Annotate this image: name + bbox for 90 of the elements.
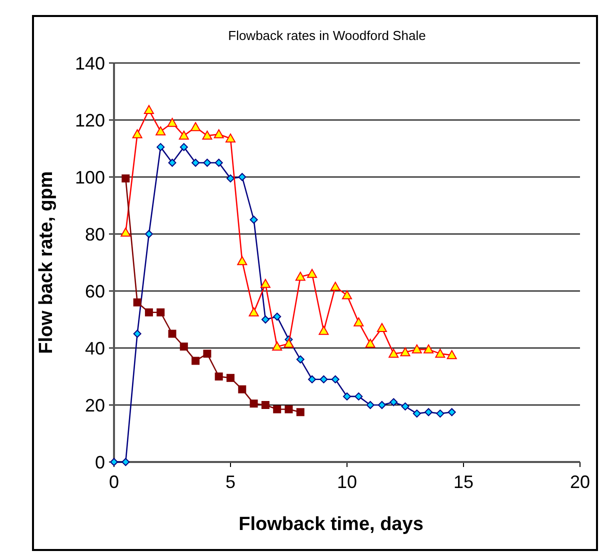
y-tick-label: 120 (74, 110, 105, 130)
y-tick-label: 140 (74, 53, 105, 74)
point (261, 316, 270, 324)
point (318, 326, 329, 335)
point (122, 174, 130, 182)
point (156, 143, 165, 152)
point (424, 344, 434, 354)
point (168, 158, 176, 167)
point (203, 350, 212, 358)
point (202, 130, 212, 140)
point (366, 401, 374, 409)
point (388, 348, 399, 358)
x-tick-label: 20 (570, 472, 590, 492)
point (168, 330, 176, 338)
point (272, 342, 282, 351)
point (320, 375, 328, 384)
point (448, 408, 456, 416)
point (295, 272, 306, 281)
point (296, 408, 304, 416)
point (307, 268, 318, 278)
chart-title: Flowback rates in Woodford Shale (228, 28, 426, 43)
point (401, 402, 410, 410)
point (110, 458, 118, 466)
point (436, 410, 444, 418)
point (214, 372, 223, 380)
point (132, 129, 142, 138)
point (250, 216, 258, 224)
point (214, 129, 224, 138)
point (412, 344, 422, 354)
x-axis-title: Flowback time, days (238, 514, 424, 535)
x-tick-label: 0 (108, 472, 120, 492)
point (424, 408, 433, 416)
point (180, 342, 188, 351)
point (378, 401, 386, 409)
point (308, 375, 316, 384)
point (120, 228, 131, 237)
point (248, 307, 259, 316)
y-axis-title: Flow back rate, gpm (36, 171, 57, 354)
y-tick-label: 0 (94, 452, 105, 472)
point (412, 410, 421, 418)
point (400, 347, 410, 356)
point (192, 356, 200, 365)
y-tick-label: 20 (84, 395, 105, 416)
point (446, 350, 457, 360)
point (435, 348, 446, 358)
point (331, 375, 340, 384)
x-tick-label: 10 (336, 472, 358, 492)
point (238, 385, 246, 394)
point (330, 282, 340, 291)
point (156, 126, 166, 136)
point (284, 338, 294, 348)
point (167, 118, 178, 127)
point (354, 317, 364, 326)
point (250, 400, 258, 408)
point (144, 105, 154, 114)
y-tick-label: 100 (74, 167, 105, 188)
y-tick-label: 60 (84, 281, 105, 302)
point (296, 355, 304, 364)
point (226, 374, 234, 382)
point (284, 405, 293, 414)
point (190, 122, 201, 132)
point (144, 308, 153, 316)
point (273, 312, 282, 321)
point (238, 173, 246, 181)
point (203, 158, 212, 167)
point (390, 398, 398, 406)
point (376, 323, 387, 332)
point (133, 330, 142, 338)
point (122, 458, 130, 466)
point (133, 298, 142, 306)
y-tick-label: 80 (84, 224, 105, 244)
point (342, 290, 352, 300)
y-tick-label: 40 (84, 338, 105, 358)
point (365, 338, 376, 348)
point (226, 174, 234, 182)
point (156, 308, 165, 316)
point (354, 392, 363, 400)
point (260, 278, 270, 288)
point (261, 401, 270, 409)
point (180, 143, 188, 152)
point (214, 158, 223, 167)
point (343, 392, 351, 400)
x-tick-label: 5 (225, 472, 236, 492)
x-tick-label: 15 (453, 472, 474, 492)
point (178, 130, 189, 140)
point (273, 405, 282, 414)
point (226, 134, 236, 143)
point (192, 158, 200, 167)
point (144, 230, 153, 238)
point (237, 256, 248, 266)
